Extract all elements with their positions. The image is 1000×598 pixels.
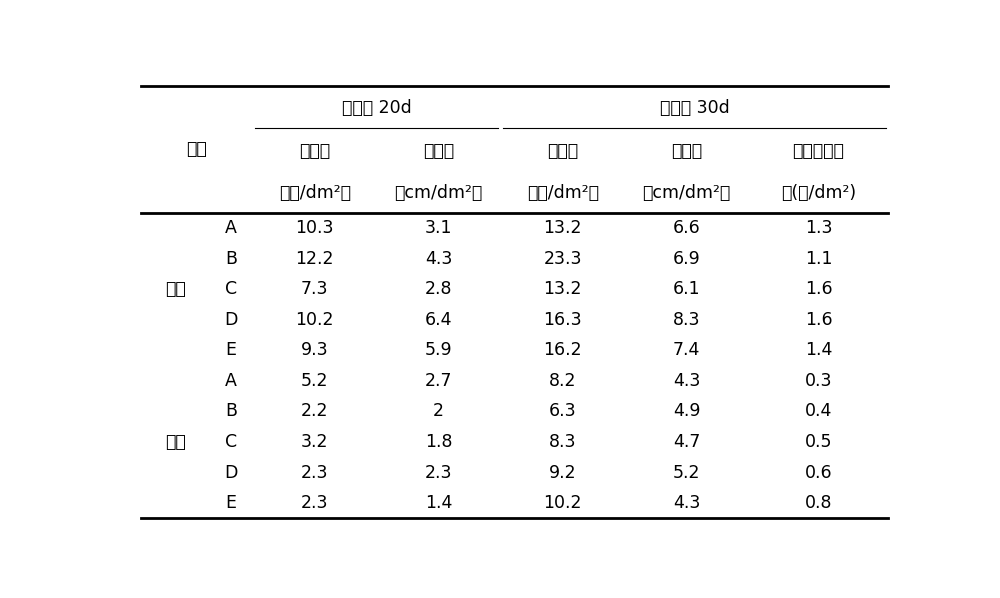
Text: 江沙: 江沙 xyxy=(165,433,185,451)
Text: 1.4: 1.4 xyxy=(805,341,832,359)
Text: D: D xyxy=(224,463,238,481)
Text: 种植后 20d: 种植后 20d xyxy=(342,99,412,117)
Text: 0.8: 0.8 xyxy=(805,494,832,512)
Text: 7.4: 7.4 xyxy=(673,341,700,359)
Text: C: C xyxy=(225,433,237,451)
Text: 2.3: 2.3 xyxy=(301,494,328,512)
Text: 2.3: 2.3 xyxy=(301,463,328,481)
Text: 5.2: 5.2 xyxy=(673,463,700,481)
Text: 处理: 处理 xyxy=(186,140,207,158)
Text: 0.5: 0.5 xyxy=(805,433,832,451)
Text: 9.2: 9.2 xyxy=(549,463,577,481)
Text: 8.2: 8.2 xyxy=(549,372,576,390)
Text: 4.3: 4.3 xyxy=(425,250,452,268)
Text: 6.3: 6.3 xyxy=(549,402,577,420)
Text: 13.2: 13.2 xyxy=(543,219,582,237)
Text: 1.4: 1.4 xyxy=(425,494,452,512)
Text: 河沙: 河沙 xyxy=(165,280,185,298)
Text: 16.3: 16.3 xyxy=(543,311,582,329)
Text: 2.7: 2.7 xyxy=(425,372,452,390)
Text: 12.2: 12.2 xyxy=(295,250,334,268)
Text: 8.3: 8.3 xyxy=(549,433,576,451)
Text: 4.7: 4.7 xyxy=(673,433,700,451)
Text: 新根长: 新根长 xyxy=(671,142,702,160)
Text: 8.3: 8.3 xyxy=(673,311,700,329)
Text: 新根数日增: 新根数日增 xyxy=(793,142,844,160)
Text: 4.3: 4.3 xyxy=(673,494,700,512)
Text: 6.1: 6.1 xyxy=(673,280,701,298)
Text: 1.3: 1.3 xyxy=(805,219,832,237)
Text: B: B xyxy=(225,402,237,420)
Text: 1.6: 1.6 xyxy=(805,280,832,298)
Text: 新根数: 新根数 xyxy=(547,142,578,160)
Text: 13.2: 13.2 xyxy=(543,280,582,298)
Text: 23.3: 23.3 xyxy=(543,250,582,268)
Text: 5.2: 5.2 xyxy=(301,372,328,390)
Text: 10.2: 10.2 xyxy=(295,311,334,329)
Text: D: D xyxy=(224,311,238,329)
Text: 2.3: 2.3 xyxy=(425,463,452,481)
Text: （cm/dm²）: （cm/dm²） xyxy=(643,184,731,202)
Text: 4.9: 4.9 xyxy=(673,402,700,420)
Text: 种植后 30d: 种植后 30d xyxy=(660,99,729,117)
Text: （条/dm²）: （条/dm²） xyxy=(279,184,351,202)
Text: 6.6: 6.6 xyxy=(673,219,701,237)
Text: 2.2: 2.2 xyxy=(301,402,328,420)
Text: 3.1: 3.1 xyxy=(425,219,452,237)
Text: 1.6: 1.6 xyxy=(805,311,832,329)
Text: 2.8: 2.8 xyxy=(425,280,452,298)
Text: 新根数: 新根数 xyxy=(299,142,330,160)
Text: 1.8: 1.8 xyxy=(425,433,452,451)
Text: 6.9: 6.9 xyxy=(673,250,701,268)
Text: A: A xyxy=(225,372,237,390)
Text: 4.3: 4.3 xyxy=(673,372,700,390)
Text: E: E xyxy=(226,341,237,359)
Text: 0.3: 0.3 xyxy=(805,372,832,390)
Text: 5.9: 5.9 xyxy=(425,341,453,359)
Text: 1.1: 1.1 xyxy=(805,250,832,268)
Text: 新根长: 新根长 xyxy=(423,142,454,160)
Text: 6.4: 6.4 xyxy=(425,311,452,329)
Text: 9.3: 9.3 xyxy=(301,341,329,359)
Text: （cm/dm²）: （cm/dm²） xyxy=(395,184,483,202)
Text: 7.3: 7.3 xyxy=(301,280,328,298)
Text: 10.3: 10.3 xyxy=(295,219,334,237)
Text: 10.2: 10.2 xyxy=(543,494,582,512)
Text: 量(条/dm²): 量(条/dm²) xyxy=(781,184,856,202)
Text: A: A xyxy=(225,219,237,237)
Text: 16.2: 16.2 xyxy=(543,341,582,359)
Text: 2: 2 xyxy=(433,402,444,420)
Text: （条/dm²）: （条/dm²） xyxy=(527,184,599,202)
Text: C: C xyxy=(225,280,237,298)
Text: B: B xyxy=(225,250,237,268)
Text: 3.2: 3.2 xyxy=(301,433,328,451)
Text: 0.6: 0.6 xyxy=(805,463,832,481)
Text: E: E xyxy=(226,494,237,512)
Text: 0.4: 0.4 xyxy=(805,402,832,420)
